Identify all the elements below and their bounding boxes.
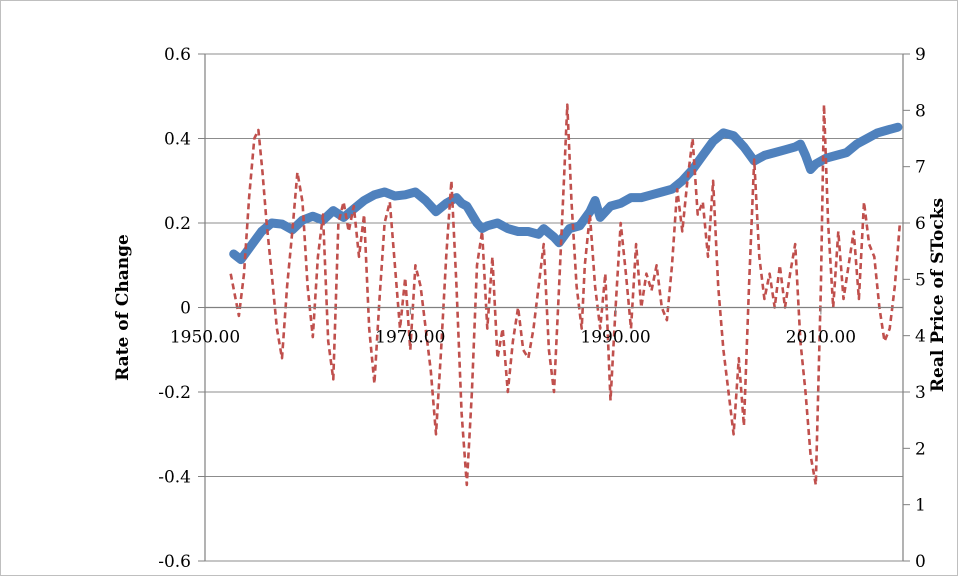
y-tick-label: 0.2	[164, 214, 191, 234]
y2-tick-label: 2	[915, 439, 926, 459]
y2-tick-label: 5	[915, 270, 926, 290]
y-tick-label: -0.2	[158, 383, 191, 403]
y-tick-label: -0.6	[158, 552, 191, 572]
y2-tick-label: 6	[915, 214, 926, 234]
y2-tick-label: 0	[915, 552, 926, 572]
y-tick-label: 0	[180, 299, 191, 319]
y2-tick-label: 3	[915, 383, 926, 403]
y2-tick-label: 4	[915, 327, 926, 347]
series-line-1	[229, 103, 902, 487]
y2-tick-label: 8	[915, 101, 926, 121]
x-tick-label: 1970.00	[375, 328, 445, 348]
y-tick-label: 0.4	[164, 130, 191, 150]
x-tick-label: 1990.00	[580, 328, 650, 348]
y2-axis-title: Real Price of STocks	[928, 198, 948, 392]
y2-tick-label: 9	[915, 45, 926, 65]
x-tick-label: 1950.00	[170, 328, 240, 348]
y-tick-label: 0.6	[164, 45, 191, 65]
series-line-0	[229, 122, 903, 265]
axes: -0.6 -0.4 -0.2 0 0.2 0.4 0.6 0 1 2 3 4 5 6 7 8 9 1950.00 1…	[158, 45, 926, 572]
y-axis-title: Rate of Change	[113, 234, 133, 381]
y2-tick-label: 7	[915, 158, 926, 178]
x-tick-label: 2010.00	[786, 328, 856, 348]
y-tick-label: -0.4	[158, 468, 191, 488]
series-layer	[229, 103, 903, 487]
y2-tick-label: 1	[915, 496, 926, 516]
